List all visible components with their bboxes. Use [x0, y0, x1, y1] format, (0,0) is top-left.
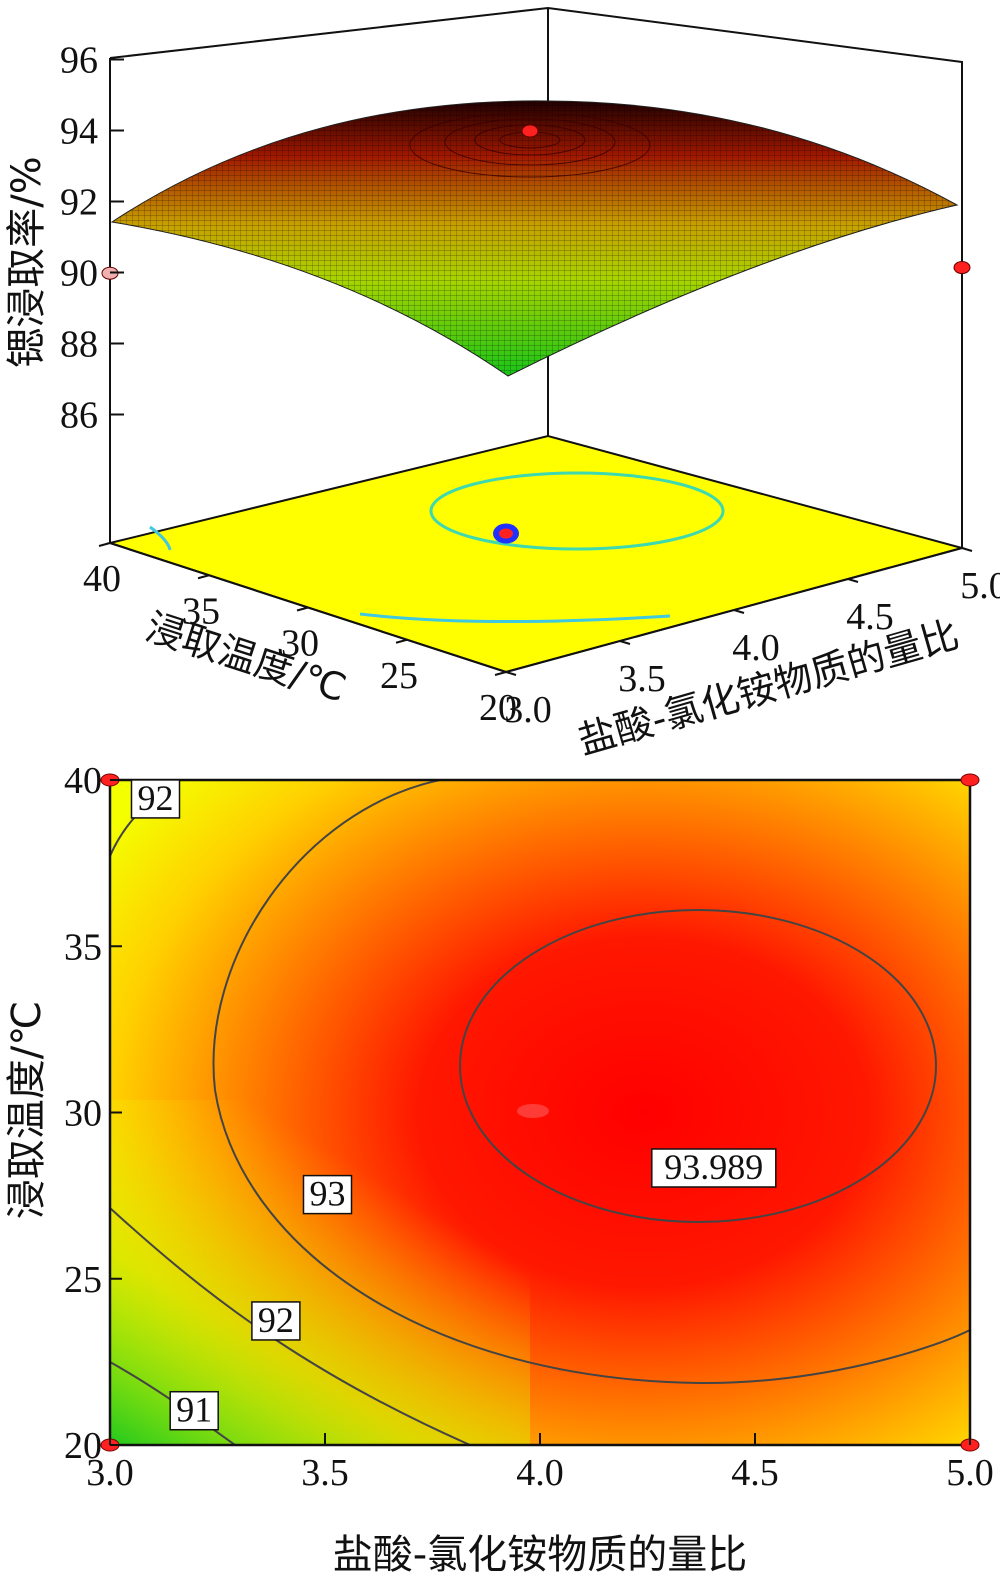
contour-label-box	[302, 1174, 353, 1215]
x-tick-label-3d: 5.0	[960, 565, 1000, 607]
response-surface-mesh	[112, 100, 957, 376]
x-tick-mark-3d	[619, 640, 631, 645]
x-tick-label-3d: 3.5	[618, 658, 666, 700]
box-frame	[109, 6, 963, 548]
optimum-marker	[517, 1104, 549, 1118]
contour-panel: 92 93 92 91 93.989 3.0 3.5 4.0 4.5 5.0 20 25 30 35 4…	[4, 760, 994, 1578]
contour-label-box	[651, 1148, 777, 1188]
contour-line-93	[212, 780, 970, 1385]
y-tick-label: 25	[64, 1259, 102, 1301]
x-tick-label: 3.0	[86, 1452, 134, 1494]
y-axis-title-2d: 浸取温度/℃	[4, 1001, 50, 1219]
contour-label: 92	[130, 778, 181, 819]
z-axis-ticks: 86 88 90 92 94 96	[60, 40, 124, 437]
contour-label-text: 93	[310, 1174, 346, 1214]
contour-labels: 92 93 92 91 93.989	[130, 778, 777, 1431]
contour-label-text: 93.989	[664, 1147, 763, 1187]
contour-label-box	[130, 779, 181, 819]
contour-line-93989	[459, 909, 937, 1223]
x-axis-ticks-3d: 3.0 3.5 4.0 4.5 5.0	[504, 547, 1000, 731]
y-tick-label: 20	[64, 1425, 102, 1467]
x-tick-label-3d: 4.0	[732, 627, 780, 669]
x-tick-mark-3d	[505, 671, 517, 676]
y-tick-label-3d: 25	[380, 655, 418, 697]
floor-contour-corner	[149, 525, 172, 551]
y-tick-mark-3d	[395, 638, 408, 644]
x-axis-ticks-2d: 3.0 3.5 4.0 4.5 5.0	[86, 1433, 994, 1494]
x-tick-label: 4.5	[731, 1452, 779, 1494]
contour-label: 93	[302, 1174, 353, 1215]
z-tick-label: 96	[60, 40, 98, 82]
contour-label-box	[251, 1301, 301, 1341]
x-axis-title-2d: 盐酸-氯化铵物质的量比	[333, 1532, 747, 1578]
y-tick-label-3d: 20	[479, 687, 517, 729]
y-tick-label: 40	[64, 760, 102, 802]
y-tick-label-3d: 30	[281, 623, 319, 665]
contour-label: 91	[169, 1390, 219, 1431]
z-axis-title: 锶浸取率/%	[4, 156, 50, 367]
x-tick-mark-3d	[733, 609, 745, 614]
surface-panel: 86 88 90 92 94 96 锶浸取率/% 20 25 30 35 40 浸取温度/℃ 3.…	[4, 6, 1000, 763]
z-tick-label: 88	[60, 324, 98, 366]
x-tick-mark-3d	[961, 547, 973, 552]
x-tick-mark-3d	[847, 578, 859, 583]
y-tick-mark-3d	[494, 671, 507, 676]
x-tick-label: 5.0	[946, 1452, 994, 1494]
y-tick-label-3d: 35	[182, 590, 220, 632]
corner-design-point	[960, 773, 980, 787]
contour-label: 93.989	[651, 1147, 777, 1188]
z-tick-label: 90	[60, 253, 98, 295]
design-point	[499, 528, 513, 539]
x-tick-label-3d: 4.5	[846, 596, 894, 638]
y-tick-label: 35	[64, 926, 102, 968]
y-axis-title-3d: 浸取温度/℃	[141, 605, 352, 711]
y-tick-label-3d: 40	[83, 558, 121, 600]
x-tick-label: 3.5	[301, 1452, 349, 1494]
y-axis-ticks-3d: 20 25 30 35 40	[83, 542, 517, 729]
design-point	[521, 124, 539, 138]
contour-label: 92	[251, 1300, 301, 1341]
contour-label-text: 91	[176, 1390, 212, 1430]
y-tick-label: 30	[64, 1093, 102, 1135]
z-tick-label: 86	[60, 395, 98, 437]
contour-label-text: 92	[258, 1300, 294, 1340]
y-tick-mark-3d	[296, 606, 309, 612]
surface-peak-rings	[409, 112, 651, 178]
contour-low-region	[110, 1100, 530, 1445]
x-tick-label: 4.0	[516, 1452, 564, 1494]
y-tick-mark-3d	[197, 574, 210, 580]
z-tick-label: 92	[60, 182, 98, 224]
floor-contour-outer	[359, 612, 671, 624]
y-tick-mark-3d	[98, 542, 111, 547]
z-tick-label: 94	[60, 111, 98, 153]
design-point	[953, 261, 971, 275]
x-tick-label-3d: 3.0	[504, 689, 552, 731]
contour-label-box	[169, 1390, 219, 1431]
contour-label-text: 92	[138, 778, 174, 818]
floor-contour-inner	[429, 471, 725, 551]
y-axis-ticks-2d: 20 25 30 35 40	[64, 760, 122, 1467]
